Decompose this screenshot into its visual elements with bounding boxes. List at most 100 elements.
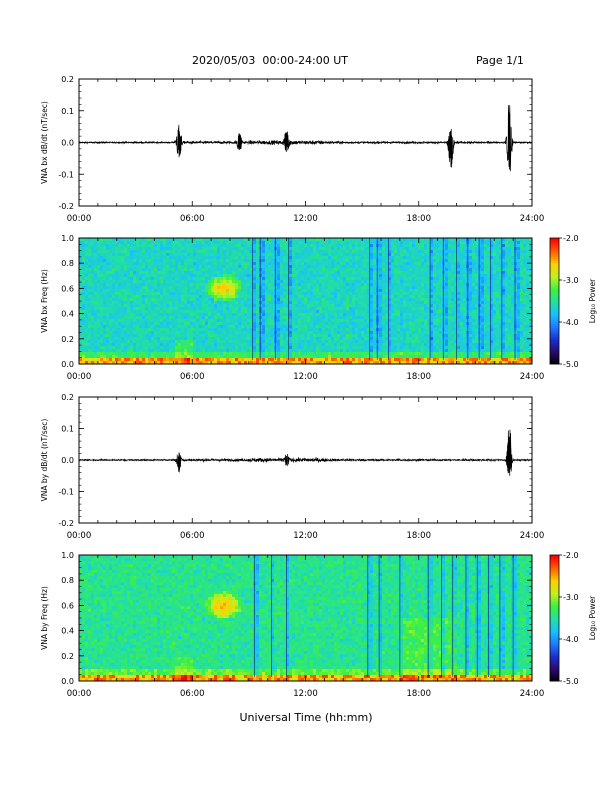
heatmap-cell — [190, 361, 194, 365]
heatmap-cell — [256, 283, 260, 287]
heatmap-cell — [301, 280, 305, 284]
heatmap-cell — [154, 253, 158, 257]
heatmap-cell — [112, 361, 116, 365]
heatmap-cell — [250, 268, 254, 272]
heatmap-cell — [385, 244, 389, 248]
heatmap-cell — [214, 313, 218, 317]
heatmap-cell — [325, 325, 329, 329]
heatmap-cell — [205, 328, 209, 332]
heatmap-cell — [148, 271, 152, 275]
heatmap-cell — [127, 268, 131, 272]
y-axis-label: VNA bx dB/dt (nT/sec) — [40, 101, 49, 184]
heatmap-cell — [346, 295, 350, 299]
heatmap-cell — [385, 358, 389, 362]
heatmap-cell — [127, 247, 131, 251]
heatmap-cell — [97, 313, 101, 317]
heatmap-cell — [271, 325, 275, 329]
heatmap-cell — [265, 361, 269, 365]
heatmap-cell — [259, 241, 263, 245]
heatmap-cell — [100, 316, 104, 320]
heatmap-cell — [220, 292, 224, 296]
heatmap-cell — [124, 247, 128, 251]
heatmap-cell — [94, 313, 98, 317]
heatmap-cell — [190, 253, 194, 257]
heatmap-cell — [385, 355, 389, 359]
heatmap-cell — [205, 289, 209, 293]
heatmap-cell — [190, 262, 194, 266]
heatmap-cell — [130, 334, 134, 338]
heatmap-cell — [301, 310, 305, 314]
heatmap-cell — [322, 331, 326, 335]
heatmap-cell — [148, 259, 152, 263]
heatmap-cell — [109, 250, 113, 254]
heatmap-cell — [217, 265, 221, 269]
heatmap-cell — [109, 322, 113, 326]
heatmap-cell — [334, 352, 338, 356]
heatmap-cell — [370, 316, 374, 320]
heatmap-cell — [208, 286, 212, 290]
heatmap-cell — [382, 244, 386, 248]
heatmap-cell — [361, 274, 365, 278]
heatmap-cell — [196, 343, 200, 347]
heatmap-cell — [97, 253, 101, 257]
heatmap-cell — [154, 277, 158, 281]
heatmap-cell — [280, 355, 284, 359]
heatmap-cell — [91, 319, 95, 323]
heatmap-cell — [244, 349, 248, 353]
heatmap-cell — [256, 286, 260, 290]
heatmap-cell — [376, 316, 380, 320]
heatmap-cell — [283, 274, 287, 278]
heatmap-cell — [205, 268, 209, 272]
heatmap-cell — [175, 274, 179, 278]
heatmap-cell — [346, 244, 350, 248]
heatmap-cell — [418, 238, 422, 242]
heatmap-cell — [82, 325, 86, 329]
heatmap-cell — [79, 271, 83, 275]
heatmap-cell — [337, 322, 341, 326]
heatmap-cell — [109, 244, 113, 248]
heatmap-cell — [184, 337, 188, 341]
heatmap-cell — [91, 253, 95, 257]
heatmap-cell — [301, 307, 305, 311]
heatmap-cell — [271, 340, 275, 344]
heatmap-cell — [358, 361, 362, 365]
heatmap-cell — [376, 352, 380, 356]
heatmap-cell — [286, 274, 290, 278]
heatmap-cell — [166, 262, 170, 266]
heatmap-cell — [427, 253, 431, 257]
heatmap-cell — [130, 289, 134, 293]
heatmap-cell — [292, 331, 296, 335]
heatmap-cell — [274, 244, 278, 248]
heatmap-cell — [298, 304, 302, 308]
heatmap-cell — [334, 244, 338, 248]
heatmap-cell — [175, 289, 179, 293]
heatmap-cell — [166, 349, 170, 353]
heatmap-cell — [322, 334, 326, 338]
heatmap-cell — [115, 244, 119, 248]
heatmap-cell — [325, 298, 329, 302]
heatmap-cell — [217, 241, 221, 245]
heatmap-cell — [172, 292, 176, 296]
heatmap-cell — [130, 262, 134, 266]
heatmap-cell — [112, 346, 116, 350]
heatmap-cell — [139, 304, 143, 308]
heatmap-cell — [166, 247, 170, 251]
heatmap-cell — [418, 262, 422, 266]
heatmap-cell — [250, 286, 254, 290]
heatmap-cell — [178, 343, 182, 347]
heatmap-cell — [382, 349, 386, 353]
heatmap-cell — [175, 268, 179, 272]
heatmap-cell — [292, 271, 296, 275]
heatmap-cell — [421, 289, 425, 293]
heatmap-cell — [412, 310, 416, 314]
heatmap-cell — [205, 352, 209, 356]
heatmap-cell — [292, 238, 296, 242]
heatmap-cell — [244, 271, 248, 275]
heatmap-cell — [205, 346, 209, 350]
heatmap-cell — [412, 325, 416, 329]
heatmap-cell — [271, 343, 275, 347]
heatmap-cell — [325, 346, 329, 350]
heatmap-cell — [355, 259, 359, 263]
heatmap-cell — [127, 310, 131, 314]
heatmap-cell — [235, 277, 239, 281]
